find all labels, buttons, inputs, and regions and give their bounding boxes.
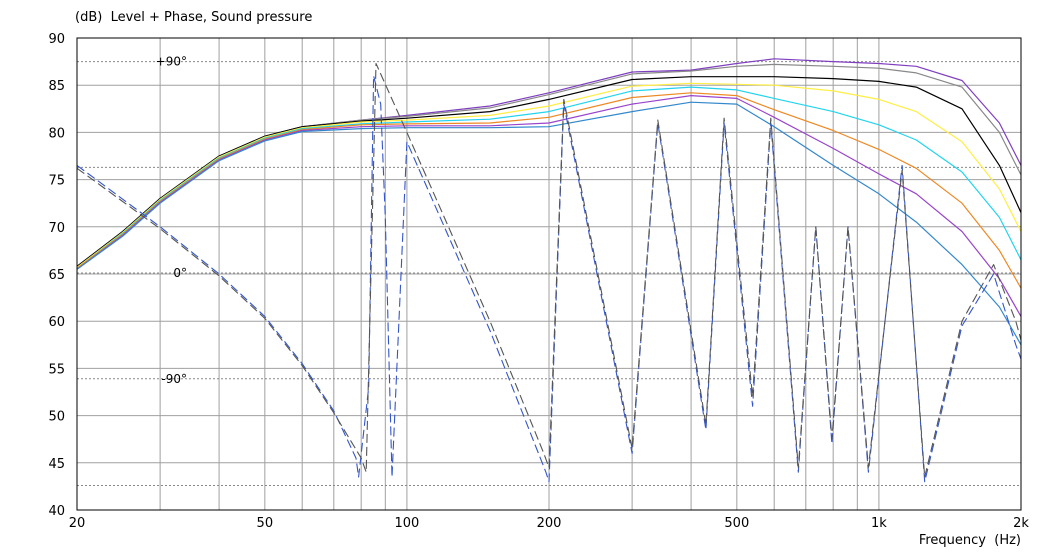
x-tick-label: 500	[724, 516, 749, 531]
chart-title: (dB) Level + Phase, Sound pressure	[75, 10, 312, 25]
grid	[76, 37, 1022, 511]
x-tick-labels: 20 50 100 200 500 1k 2k	[69, 516, 1030, 531]
level-curve	[76, 76, 1022, 267]
y-tick-label: 55	[48, 362, 65, 377]
y-tick-label: 85	[48, 79, 65, 94]
phase-curves	[76, 62, 1022, 483]
x-tick-label: 2k	[1013, 516, 1029, 531]
phase-labels: +90° 0° -90°	[156, 55, 187, 386]
x-tick-label: 100	[394, 516, 419, 531]
level-curve	[76, 95, 1022, 317]
phase-curve	[76, 75, 1022, 483]
y-tick-label: 50	[48, 410, 65, 425]
level-curve	[76, 101, 1022, 346]
y-tick-label: 90	[48, 32, 65, 47]
phase-label: -90°	[161, 372, 187, 386]
phase-reference-lines	[77, 61, 1021, 486]
phase-label: 0°	[173, 266, 187, 280]
plot-frame	[76, 37, 1022, 511]
y-tick-label: 70	[48, 221, 65, 236]
x-axis-label: Frequency (Hz)	[919, 533, 1021, 548]
phase-label: +90°	[156, 55, 187, 69]
y-tick-label: 40	[48, 504, 65, 519]
x-tick-label: 50	[257, 516, 274, 531]
y-tick-label: 80	[48, 126, 65, 141]
x-tick-label: 1k	[871, 516, 887, 531]
y-tick-label: 65	[48, 268, 65, 283]
y-tick-labels: 40 45 50 55 60 65 70 75 80 85 90	[48, 32, 65, 519]
y-tick-label: 60	[48, 315, 65, 330]
x-tick-label: 20	[69, 516, 86, 531]
x-tick-label: 200	[537, 516, 562, 531]
y-tick-label: 45	[48, 457, 65, 472]
level-curve	[76, 86, 1022, 269]
level-curves	[76, 58, 1022, 346]
phase-curve	[76, 62, 1022, 478]
level-curve	[76, 82, 1022, 268]
y-tick-label: 75	[48, 174, 65, 189]
level-curve	[76, 92, 1022, 289]
